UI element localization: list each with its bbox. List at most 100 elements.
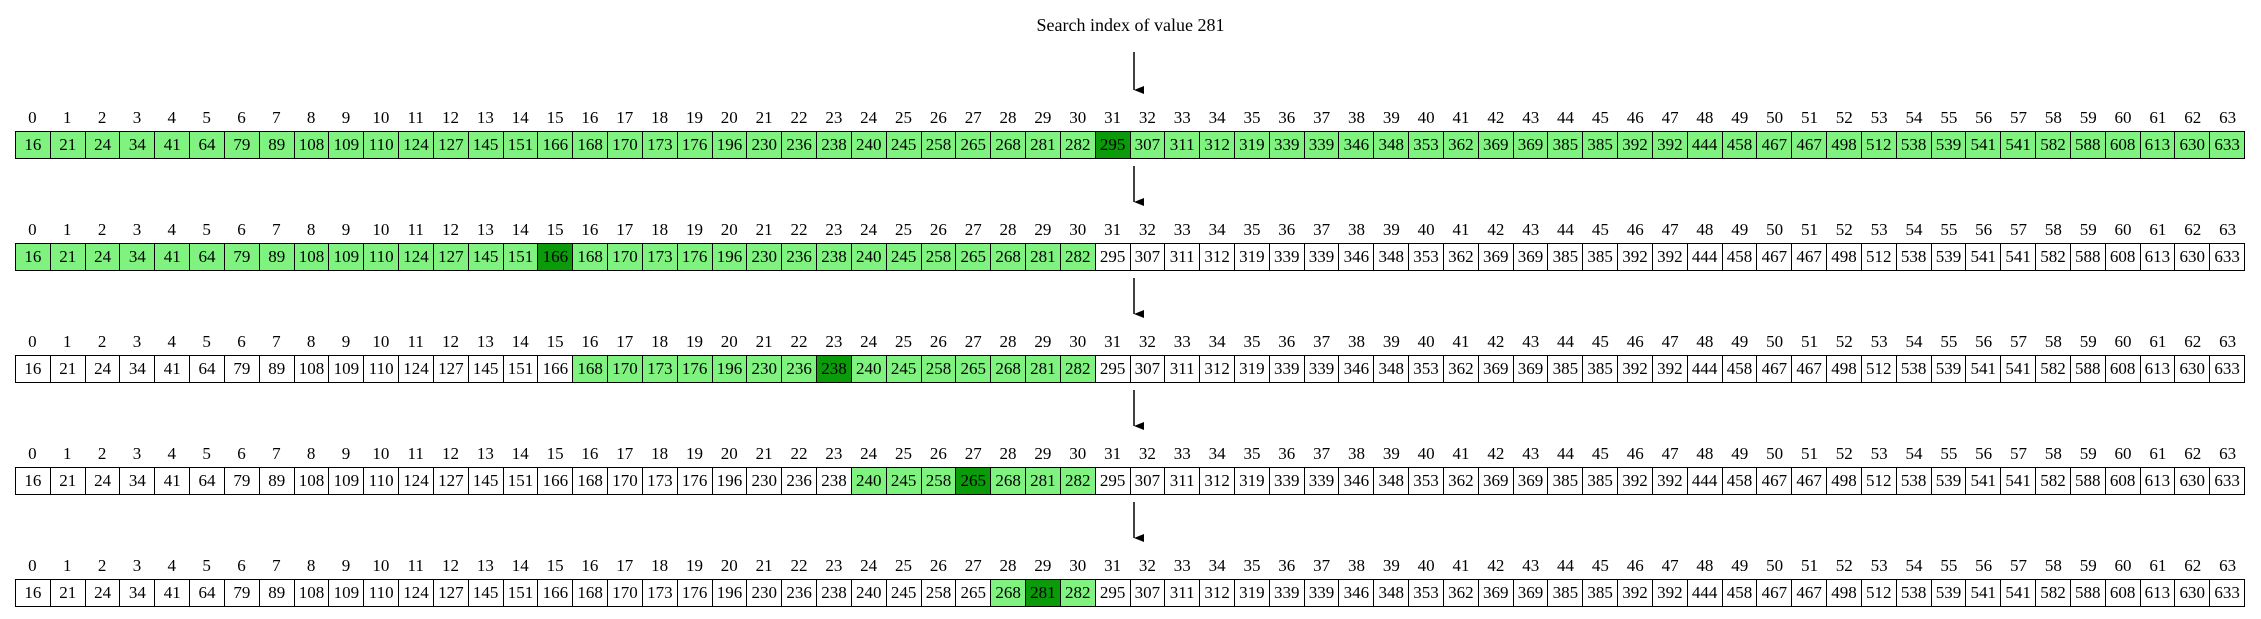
index-label: 24 bbox=[860, 444, 878, 463]
array-cell: 633 bbox=[2210, 355, 2245, 383]
probe-cell: 281 bbox=[1026, 579, 1061, 607]
array-cell: 127 bbox=[433, 467, 469, 495]
array-cell: 311 bbox=[1165, 131, 1201, 159]
array-cell: 392 bbox=[1618, 467, 1653, 495]
index-label: 46 bbox=[1626, 444, 1644, 463]
array-cell: 633 bbox=[2210, 579, 2245, 607]
index-label: 37 bbox=[1313, 444, 1331, 463]
array-cell: 295 bbox=[1095, 355, 1131, 383]
index-label: 25 bbox=[895, 108, 913, 127]
index-label: 4 bbox=[167, 444, 177, 463]
array-cell: 385 bbox=[1548, 467, 1584, 495]
array-cell: 265 bbox=[956, 131, 992, 159]
array-cell: 348 bbox=[1374, 579, 1410, 607]
index-label: 12 bbox=[442, 220, 460, 239]
array-cell: 353 bbox=[1409, 243, 1444, 271]
array-cell: 176 bbox=[677, 467, 713, 495]
index-label: 15 bbox=[546, 556, 564, 575]
index-label: 53 bbox=[1870, 556, 1888, 575]
array-cell: 145 bbox=[468, 579, 504, 607]
index-label: 29 bbox=[1034, 108, 1052, 127]
index-label: 37 bbox=[1313, 556, 1331, 575]
index-label: 52 bbox=[1835, 444, 1853, 463]
index-label: 4 bbox=[167, 108, 177, 127]
index-label: 16 bbox=[581, 332, 599, 351]
array-cell: 385 bbox=[1583, 355, 1619, 383]
array-cell: 541 bbox=[1966, 355, 2002, 383]
index-label: 47 bbox=[1661, 556, 1679, 575]
probe-cell: 265 bbox=[956, 467, 992, 495]
index-label: 24 bbox=[860, 108, 878, 127]
index-label: 19 bbox=[685, 556, 703, 575]
index-label: 60 bbox=[2114, 444, 2132, 463]
array-cell: 385 bbox=[1583, 467, 1619, 495]
index-label: 25 bbox=[895, 444, 913, 463]
index-label: 41 bbox=[1452, 220, 1470, 239]
array-cell: 541 bbox=[2001, 355, 2037, 383]
array-cell: 110 bbox=[364, 467, 400, 495]
index-label: 20 bbox=[720, 220, 738, 239]
array-cell: 348 bbox=[1374, 243, 1410, 271]
array-cell: 630 bbox=[2175, 579, 2211, 607]
array-cell: 230 bbox=[747, 243, 783, 271]
array-cell: 630 bbox=[2175, 243, 2211, 271]
index-label: 56 bbox=[1975, 108, 1993, 127]
array-cell: 588 bbox=[2070, 355, 2106, 383]
index-label: 8 bbox=[306, 332, 316, 351]
array-cell: 64 bbox=[190, 131, 225, 159]
index-label: 3 bbox=[132, 332, 142, 351]
index-label: 45 bbox=[1591, 332, 1609, 351]
index-label: 43 bbox=[1522, 108, 1540, 127]
index-labels: 0 1 2 3 4 5 6 7 8 9 10 11 12 13 14 15 16 17 18 19 20 21 22 23 24… bbox=[15, 107, 2245, 129]
index-label: 30 bbox=[1069, 556, 1087, 575]
array-cell: 392 bbox=[1618, 243, 1653, 271]
index-label: 33 bbox=[1173, 444, 1191, 463]
index-label: 5 bbox=[202, 220, 211, 239]
index-label: 55 bbox=[1940, 220, 1958, 239]
array-cell: 312 bbox=[1200, 467, 1235, 495]
index-label: 40 bbox=[1417, 444, 1435, 463]
array-cell: 385 bbox=[1548, 131, 1584, 159]
index-label: 18 bbox=[651, 332, 669, 351]
array-cell: 630 bbox=[2175, 355, 2211, 383]
array-cell: 498 bbox=[1827, 467, 1862, 495]
array-cell: 467 bbox=[1757, 579, 1793, 607]
array-cell: 392 bbox=[1652, 243, 1688, 271]
index-label: 51 bbox=[1800, 444, 1818, 463]
array-cell: 311 bbox=[1165, 467, 1201, 495]
array-cell: 109 bbox=[329, 579, 365, 607]
array-cell: 176 bbox=[677, 131, 713, 159]
array-cell: 362 bbox=[1443, 467, 1479, 495]
array-cell: 541 bbox=[2001, 243, 2037, 271]
index-label: 13 bbox=[476, 332, 494, 351]
array-cell: 362 bbox=[1443, 131, 1479, 159]
index-label: 28 bbox=[999, 332, 1017, 351]
array-cell: 295 bbox=[1095, 579, 1131, 607]
array-cell: 339 bbox=[1269, 355, 1305, 383]
array-cell: 21 bbox=[50, 355, 86, 383]
index-label: 9 bbox=[341, 444, 351, 463]
array-cell: 34 bbox=[120, 243, 156, 271]
array-cell: 265 bbox=[956, 355, 992, 383]
index-label: 34 bbox=[1208, 108, 1226, 127]
index-label: 30 bbox=[1069, 332, 1087, 351]
index-label: 37 bbox=[1313, 108, 1331, 127]
array-cell: 498 bbox=[1827, 131, 1862, 159]
index-label: 38 bbox=[1347, 556, 1365, 575]
index-label: 45 bbox=[1591, 108, 1609, 127]
array-cell: 151 bbox=[503, 355, 539, 383]
index-label: 8 bbox=[306, 556, 316, 575]
index-label: 16 bbox=[581, 444, 599, 463]
index-label: 59 bbox=[2079, 332, 2097, 351]
array-cell: 170 bbox=[608, 579, 643, 607]
index-label: 19 bbox=[685, 444, 703, 463]
index-label: 42 bbox=[1487, 556, 1505, 575]
index-label: 31 bbox=[1104, 556, 1122, 575]
index-label: 39 bbox=[1382, 220, 1400, 239]
index-label: 58 bbox=[2044, 108, 2062, 127]
index-label: 61 bbox=[2149, 556, 2167, 575]
array-cell: 282 bbox=[1060, 467, 1096, 495]
index-label: 26 bbox=[929, 444, 947, 463]
array-cell: 79 bbox=[224, 131, 260, 159]
index-label: 51 bbox=[1800, 332, 1818, 351]
